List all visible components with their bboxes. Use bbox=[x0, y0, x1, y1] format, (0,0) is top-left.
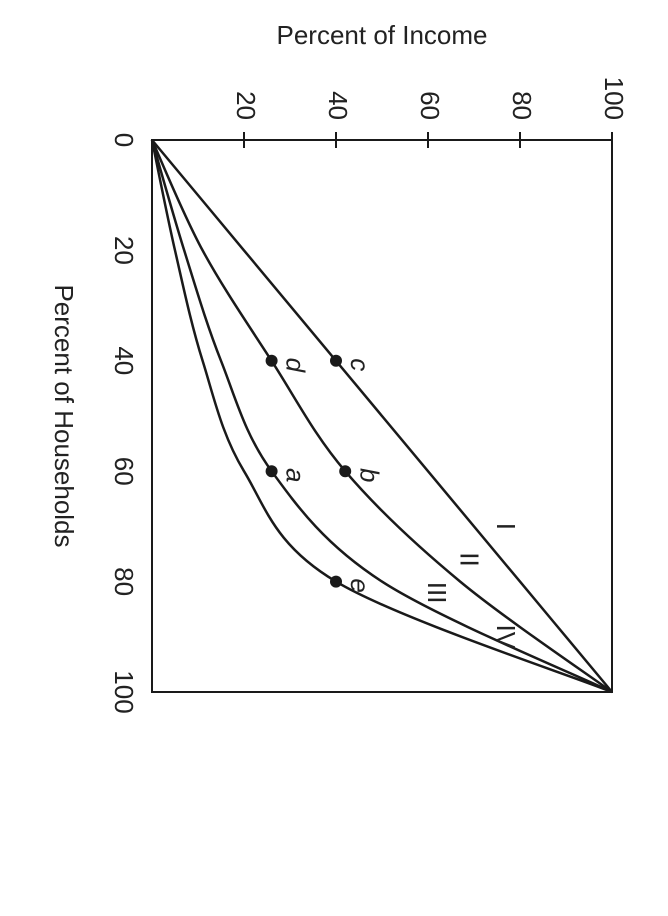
y-tick-label: 60 bbox=[415, 91, 445, 120]
curve-label: IV bbox=[491, 625, 521, 650]
y-tick-label: 20 bbox=[231, 91, 261, 120]
point-label: c bbox=[345, 358, 375, 371]
point bbox=[265, 465, 278, 478]
x-tick-label: 100 bbox=[109, 670, 139, 713]
point bbox=[330, 354, 342, 367]
y-tick-label: 80 bbox=[507, 91, 537, 120]
x-axis-title: Percent of Households bbox=[49, 284, 79, 547]
x-tick-label: 40 bbox=[109, 346, 139, 375]
point-label: a bbox=[281, 468, 311, 482]
point bbox=[339, 465, 352, 478]
curve-label: I bbox=[491, 523, 521, 530]
curve bbox=[150, 139, 613, 694]
curve bbox=[150, 139, 613, 694]
x-tick-label: 60 bbox=[109, 457, 139, 486]
plot-frame bbox=[151, 139, 613, 693]
point-label: d bbox=[281, 358, 311, 374]
curve-label: II bbox=[454, 552, 484, 566]
y-tick-label: 100 bbox=[599, 77, 629, 120]
point-label: e bbox=[345, 578, 375, 592]
curve-label: III bbox=[422, 582, 452, 604]
y-tick-label: 40 bbox=[323, 91, 353, 120]
x-tick-label: 20 bbox=[109, 236, 139, 265]
x-tick-label: 80 bbox=[109, 567, 139, 596]
curve bbox=[151, 139, 613, 693]
point bbox=[330, 575, 342, 588]
y-axis-title: Percent of Income bbox=[277, 20, 488, 50]
point bbox=[265, 354, 278, 367]
point-label: b bbox=[354, 468, 384, 482]
curve bbox=[150, 139, 613, 694]
plot: 20 40 60 80 100 0 20 40 60 80 100 Percent of Househ… bbox=[49, 20, 629, 714]
x-tick-label: 0 bbox=[109, 133, 139, 147]
